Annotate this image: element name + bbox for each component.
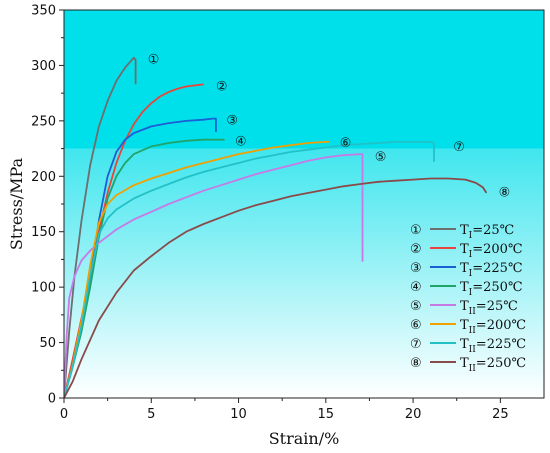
series-line-8	[64, 177, 488, 398]
x-axis-title: Strain/%	[269, 429, 340, 448]
series-marker-4: ④	[235, 135, 247, 150]
series-line-5	[64, 153, 364, 398]
legend-marker-7: ⑦	[410, 337, 422, 352]
y-tick-label-4: 200	[31, 170, 56, 185]
x-tick-label-5: 25	[492, 407, 509, 422]
legend-label-2: TI=200℃	[460, 242, 522, 260]
series-layer	[64, 56, 488, 398]
x-tick-label-4: 20	[405, 407, 422, 422]
x-tick-label-3: 15	[318, 407, 335, 422]
y-tick-label-7: 350	[31, 4, 56, 19]
legend-label-3: TI=225℃	[460, 261, 522, 279]
y-tick-label-3: 150	[31, 225, 56, 240]
series-marker-3: ③	[226, 114, 238, 129]
y-axis-title: Stress/MPa	[7, 157, 26, 250]
legend-label-6: TII=200℃	[460, 318, 526, 336]
y-tick-label-0: 0	[48, 392, 56, 407]
legend-marker-5: ⑤	[410, 299, 422, 314]
legend-marker-3: ③	[410, 261, 422, 276]
series-line-7	[64, 141, 435, 398]
y-tick-label-6: 300	[31, 59, 56, 74]
series-markers: ① ② ③ ④ ⑤ ⑥ ⑦ ⑧	[148, 53, 510, 201]
legend-marker-8: ⑧	[410, 356, 422, 371]
plot-background	[64, 10, 544, 398]
legend-marker-4: ④	[410, 280, 422, 295]
legend: ① TI=25℃ ② TI=200℃ ③ TI=225℃ ④ TI=250℃ ⑤ TII=25℃ ⑥…	[410, 223, 526, 374]
y-tick-label-5: 250	[31, 114, 56, 129]
series-line-6	[64, 141, 330, 398]
legend-label-8: TII=250℃	[460, 356, 526, 374]
series-marker-6: ⑥	[340, 136, 352, 151]
series-marker-2: ②	[216, 79, 228, 94]
series-line-1	[64, 56, 137, 398]
legend-label-4: TI=250℃	[460, 280, 522, 298]
series-marker-5: ⑤	[375, 150, 387, 165]
legend-label-1: TI=25℃	[460, 223, 514, 241]
x-tick-label-2: 10	[230, 407, 247, 422]
x-tick-label-0: 0	[60, 407, 68, 422]
series-marker-8: ⑧	[499, 186, 511, 201]
legend-marker-2: ②	[410, 242, 422, 257]
legend-marker-1: ①	[410, 223, 422, 238]
y-tick-label-2: 100	[31, 281, 56, 296]
legend-label-5: TII=25℃	[460, 299, 518, 317]
series-marker-1: ①	[148, 53, 160, 68]
x-tick-label-1: 5	[147, 407, 155, 422]
legend-label-7: TII=225℃	[460, 337, 526, 355]
series-line-4	[64, 138, 225, 398]
y-tick-label-1: 50	[39, 336, 56, 351]
legend-marker-6: ⑥	[410, 318, 422, 333]
series-marker-7: ⑦	[453, 140, 465, 155]
